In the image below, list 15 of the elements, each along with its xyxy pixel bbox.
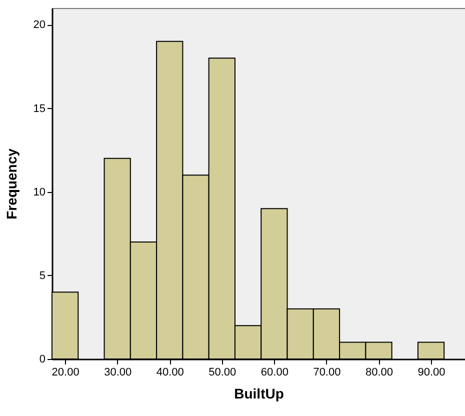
y-tick-label: 10 (33, 186, 46, 198)
x-tick-label: 50.00 (208, 366, 236, 378)
x-tick-label: 90.00 (418, 366, 446, 378)
x-tick-label: 60.00 (260, 366, 288, 378)
y-tick-label: 0 (39, 354, 46, 366)
y-axis-title: Frequency (3, 148, 20, 220)
y-tick-label: 5 (39, 270, 46, 282)
x-tick-label: 30.00 (104, 366, 132, 378)
x-tick-label: 80.00 (365, 366, 394, 378)
y-tick-label: 15 (33, 102, 46, 115)
x-tick-label: 40.00 (156, 366, 184, 378)
y-tick-label: 20 (33, 19, 46, 32)
x-tick-label: 20.00 (52, 366, 80, 378)
x-tick-label: 70.00 (313, 366, 341, 378)
x-axis-title: BuiltUp (234, 386, 284, 402)
